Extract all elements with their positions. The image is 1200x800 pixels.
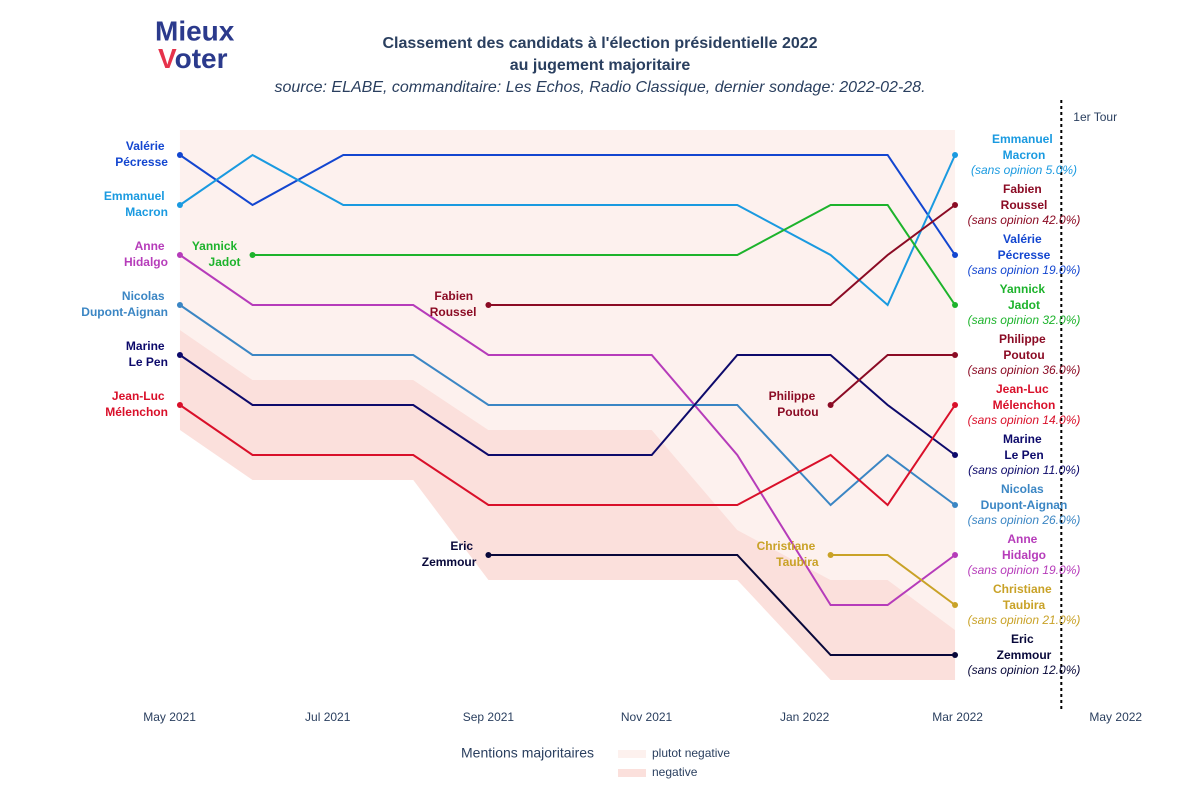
marker bbox=[176, 352, 183, 358]
series-line bbox=[829, 354, 956, 406]
marker bbox=[952, 202, 959, 208]
candidate-label: Valérie Pécresse bbox=[998, 232, 1051, 262]
legend-label: negative bbox=[652, 765, 698, 779]
series-line bbox=[830, 554, 956, 606]
legend-swatch bbox=[618, 750, 646, 758]
candidate-label: Fabien Roussel bbox=[1001, 182, 1048, 212]
candidate-label: Christiane Taubira bbox=[757, 539, 819, 569]
candidate-label: Marine Le Pen bbox=[1003, 432, 1045, 462]
sans-opinion: (sans opinion 21.0%) bbox=[968, 613, 1081, 627]
x-tick-label: Jan 2022 bbox=[780, 710, 830, 724]
x-tick-label: Nov 2021 bbox=[621, 710, 673, 724]
sans-opinion: (sans opinion 12.0%) bbox=[968, 663, 1081, 677]
sans-opinion: (sans opinion 14.0%) bbox=[968, 413, 1081, 427]
candidate-label: Jean-Luc Mélenchon bbox=[993, 382, 1056, 412]
candidate-label: Anne Hidalgo bbox=[124, 239, 168, 269]
candidate-label: Philippe Poutou bbox=[769, 389, 819, 419]
sans-opinion: (sans opinion 42.0%) bbox=[968, 213, 1081, 227]
marker bbox=[952, 652, 959, 658]
candidate-label: Christiane Taubira bbox=[993, 582, 1055, 612]
candidate-label: Fabien Roussel bbox=[430, 289, 477, 319]
candidate-label: Philippe Poutou bbox=[999, 332, 1049, 362]
candidate-label: Emmanuel Macron bbox=[992, 132, 1056, 162]
marker bbox=[827, 552, 834, 558]
marker bbox=[952, 402, 959, 408]
series-line bbox=[252, 204, 956, 306]
candidate-label: Valérie Pécresse bbox=[115, 139, 168, 169]
chart-subtitle: source: ELABE, commanditaire: Les Echos,… bbox=[274, 79, 925, 96]
vline-label: 1er Tour bbox=[1073, 110, 1117, 124]
series-line bbox=[488, 554, 956, 656]
candidate-label: Nicolas Dupont-Aignan bbox=[81, 289, 168, 319]
marker bbox=[249, 252, 256, 258]
marker bbox=[176, 152, 183, 158]
chart-title: Classement des candidats à l'élection pr… bbox=[382, 35, 817, 52]
legend-title: Mentions majoritaires bbox=[461, 745, 594, 761]
marker bbox=[176, 252, 183, 258]
candidate-label: Eric Zemmour bbox=[422, 539, 477, 569]
candidate-label: Yannick Jadot bbox=[1000, 282, 1049, 312]
x-tick-label: Sep 2021 bbox=[463, 710, 515, 724]
candidate-label: Marine Le Pen bbox=[126, 339, 168, 369]
marker bbox=[952, 502, 959, 508]
marker bbox=[952, 302, 959, 308]
chart-title: au jugement majoritaire bbox=[510, 57, 691, 74]
series-line bbox=[179, 254, 956, 606]
marker bbox=[176, 302, 183, 308]
sans-opinion: (sans opinion 11.0%) bbox=[968, 463, 1080, 477]
x-tick-label: May 2022 bbox=[1089, 710, 1142, 724]
sans-opinion: (sans opinion 19.0%) bbox=[968, 263, 1081, 277]
x-tick-label: Mar 2022 bbox=[932, 710, 983, 724]
candidate-label: Nicolas Dupont-Aignan bbox=[981, 482, 1068, 512]
marker bbox=[827, 402, 834, 408]
logo: Voter bbox=[158, 43, 228, 74]
marker bbox=[485, 552, 492, 558]
sans-opinion: (sans opinion 32.0%) bbox=[968, 313, 1081, 327]
candidate-label: Jean-Luc Mélenchon bbox=[105, 389, 168, 419]
marker bbox=[952, 352, 959, 358]
marker bbox=[952, 602, 959, 608]
series-line bbox=[179, 404, 956, 507]
marker bbox=[176, 402, 183, 408]
marker bbox=[952, 452, 959, 458]
candidate-label: Yannick Jadot bbox=[192, 239, 241, 269]
marker bbox=[952, 152, 959, 158]
marker bbox=[176, 202, 183, 208]
marker bbox=[952, 252, 959, 258]
candidate-label: Eric Zemmour bbox=[997, 632, 1052, 662]
x-tick-label: May 2021 bbox=[143, 710, 196, 724]
logo: Mieux bbox=[155, 15, 235, 46]
marker bbox=[485, 302, 492, 308]
series-line bbox=[488, 204, 956, 306]
sans-opinion: (sans opinion 26.0%) bbox=[968, 513, 1081, 527]
x-tick-label: Jul 2021 bbox=[305, 710, 351, 724]
sans-opinion: (sans opinion 19.0%) bbox=[968, 563, 1081, 577]
candidate-label: Emmanuel Macron bbox=[104, 189, 168, 219]
legend-swatch bbox=[618, 769, 646, 777]
legend-label: plutot negative bbox=[652, 746, 730, 760]
sans-opinion: (sans opinion 5.0%) bbox=[971, 163, 1077, 177]
marker bbox=[952, 552, 959, 558]
sans-opinion: (sans opinion 36.0%) bbox=[968, 363, 1081, 377]
candidate-label: Anne Hidalgo bbox=[1002, 532, 1046, 562]
